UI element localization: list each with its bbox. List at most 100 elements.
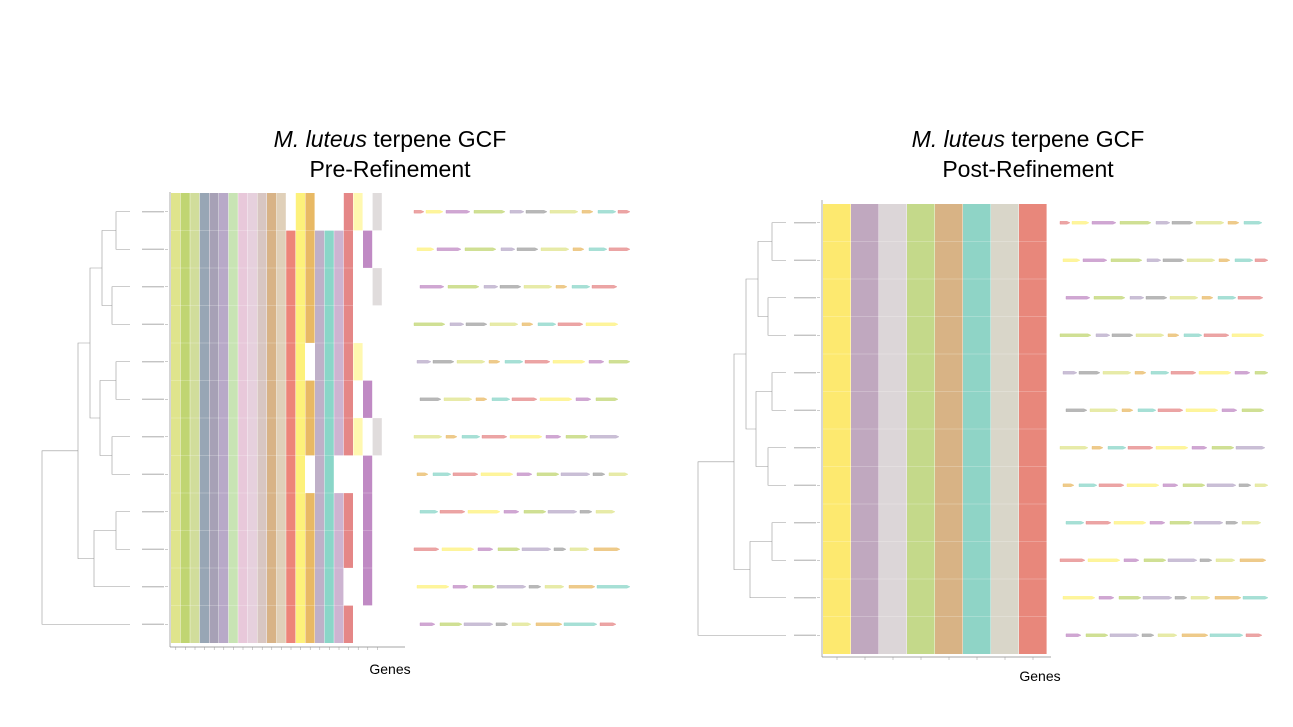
gene-cell	[363, 455, 373, 493]
gene-cell	[276, 493, 286, 531]
gene-cell	[935, 429, 963, 467]
gene-arrow	[1215, 558, 1236, 562]
gene-cell	[199, 380, 209, 418]
gene-arrow	[511, 397, 538, 401]
gene-cell	[851, 541, 879, 579]
gene-arrow	[416, 472, 429, 476]
pre-refinement-figure	[41, 192, 631, 650]
gene-cell	[851, 279, 879, 317]
gene-cell	[209, 530, 219, 568]
gene-cell	[209, 193, 219, 231]
gene-arrow	[456, 360, 486, 364]
gene-arrow	[1145, 296, 1168, 300]
gene-cell	[935, 466, 963, 504]
gene-arrow	[1065, 296, 1091, 300]
gene-cell	[209, 493, 219, 531]
gene-arrow	[1191, 446, 1208, 450]
dendrogram-branch	[697, 461, 786, 636]
gene-arrow	[523, 510, 547, 514]
gene-arrow	[1203, 333, 1230, 337]
gene-arrow	[419, 622, 436, 626]
gene-cell	[276, 605, 286, 643]
gene-cell	[851, 316, 879, 354]
gene-cell	[171, 455, 181, 493]
gene-cell	[315, 605, 325, 643]
gene-cell	[879, 204, 907, 242]
gene-cell	[991, 541, 1019, 579]
gene-cell	[334, 343, 344, 381]
gene-arrow	[1127, 446, 1154, 450]
gene-cell	[823, 579, 851, 617]
gene-cell	[991, 279, 1019, 317]
gene-arrow	[1214, 596, 1242, 600]
gene-cell	[1019, 616, 1047, 654]
gene-arrow	[1231, 333, 1265, 337]
gene-cell	[991, 579, 1019, 617]
gene-arrow	[497, 547, 521, 551]
gene-cell	[334, 530, 344, 568]
gene-arrow	[500, 247, 516, 251]
gene-cell	[286, 493, 296, 531]
gene-arrow	[1118, 596, 1142, 600]
gene-cell	[343, 193, 353, 231]
gene-arrow	[413, 322, 446, 326]
gene-cell	[963, 279, 991, 317]
gene-cell	[180, 493, 190, 531]
post-refinement-panel: M. luteus terpene GCF Post-Refinement Ge…	[646, 0, 1293, 727]
gene-cell	[305, 305, 315, 343]
dendrogram-branch	[733, 353, 750, 570]
gene-cell	[286, 268, 296, 306]
gene-arrow	[608, 472, 629, 476]
gene-cell	[276, 230, 286, 268]
gene-cell	[257, 605, 267, 643]
gene-arrow	[1234, 371, 1251, 375]
gene-arrow	[1098, 596, 1115, 600]
gene-cell	[295, 305, 305, 343]
gene-cell	[190, 305, 200, 343]
gene-cell	[963, 354, 991, 392]
gene-cell	[238, 305, 248, 343]
gene-cell	[935, 504, 963, 542]
gene-arrow	[413, 210, 425, 214]
gene-cell	[228, 305, 238, 343]
gene-cell	[963, 241, 991, 279]
gene-arrow	[1142, 596, 1173, 600]
gene-cell	[247, 268, 257, 306]
gene-arrow	[1193, 521, 1224, 525]
gene-cell	[1019, 541, 1047, 579]
gene-arrow	[1221, 408, 1238, 412]
gene-arrow	[419, 397, 442, 401]
gene-arrow	[1211, 446, 1235, 450]
gene-cell	[991, 241, 1019, 279]
gene-arrow	[1155, 446, 1189, 450]
gene-cell	[907, 279, 935, 317]
dendrogram-branch	[99, 380, 116, 456]
gene-cell	[1019, 354, 1047, 392]
gene-arrow	[413, 547, 440, 551]
gene-cell	[228, 493, 238, 531]
gene-cell	[305, 568, 315, 606]
gene-cell	[190, 530, 200, 568]
gene-arrow	[1091, 446, 1104, 450]
gene-cell	[935, 354, 963, 392]
gene-cell	[324, 305, 334, 343]
gene-arrow	[1190, 596, 1211, 600]
gene-cell	[209, 418, 219, 456]
gene-arrow	[1209, 633, 1244, 637]
gene-cell	[295, 380, 305, 418]
gene-arrow	[461, 435, 481, 439]
gene-arrow	[539, 397, 573, 401]
gene-cell	[219, 380, 229, 418]
gene-cell	[907, 429, 935, 467]
gene-arrow	[521, 547, 552, 551]
gene-cell	[171, 530, 181, 568]
gene-cell	[315, 455, 325, 493]
gene-arrow	[571, 285, 591, 289]
gene-cell	[372, 268, 382, 306]
gene-cell	[247, 530, 257, 568]
gene-cell	[171, 193, 181, 231]
gene-cell	[963, 504, 991, 542]
gene-cell	[228, 230, 238, 268]
gene-arrow	[592, 472, 606, 476]
gene-arrow	[1071, 221, 1090, 225]
